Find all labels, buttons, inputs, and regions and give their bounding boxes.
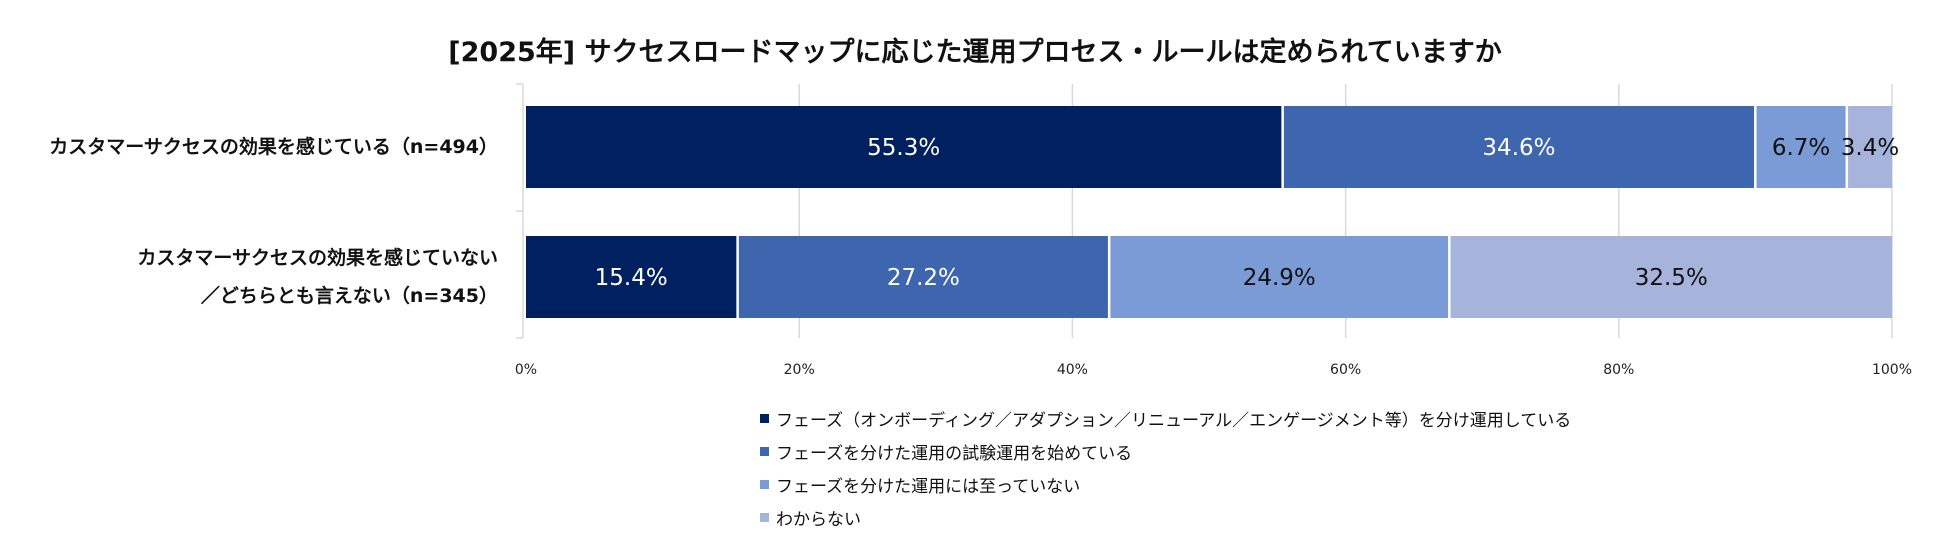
legend-item: フェーズを分けた運用には至っていない — [760, 468, 1571, 501]
data-label: 6.7% — [1772, 135, 1830, 161]
x-tick-label: 60% — [1330, 362, 1361, 378]
bar-segment — [738, 236, 1108, 318]
bar-segment — [526, 236, 737, 318]
bar-segment — [526, 106, 1282, 188]
legend-label: フェーズを分けた運用には至っていない — [776, 477, 1081, 497]
bar-segment — [1756, 106, 1846, 188]
data-labels: 55.3% 34.6% 6.7% 3.4% 15.4% 27.2% 24.9% 32.5% — [595, 135, 1900, 291]
legend-swatch — [760, 513, 769, 522]
category-label-line: カスタマーサクセスの効果を感じている（n=494） — [49, 136, 498, 158]
x-tick-label: 80% — [1603, 362, 1634, 378]
x-tick-label: 0% — [515, 362, 537, 378]
x-tick-label: 40% — [1057, 362, 1088, 378]
bar-segment — [1283, 106, 1755, 188]
bars — [526, 106, 1892, 318]
category-label: カスタマーサクセスの効果を感じていない ／どちらとも言えない（n=345） — [137, 239, 498, 315]
category-label: カスタマーサクセスの効果を感じている（n=494） — [49, 128, 498, 166]
legend-item: フェーズを分けた運用の試験運用を始めている — [760, 435, 1571, 468]
bar-segment — [1848, 106, 1892, 188]
x-tick-label: 100% — [1872, 362, 1912, 378]
legend-swatch — [760, 414, 769, 423]
legend: フェーズ（オンボーディング／アダプション／リニューアル／エンゲージメント等）を分… — [760, 402, 1571, 534]
legend-item: フェーズ（オンボーディング／アダプション／リニューアル／エンゲージメント等）を分… — [760, 402, 1571, 435]
data-label: 34.6% — [1482, 135, 1555, 161]
data-label: 55.3% — [867, 135, 940, 161]
data-label: 15.4% — [595, 265, 668, 291]
legend-item: わからない — [760, 501, 1571, 534]
chart-title: [2025年] サクセスロードマップに応じた運用プロセス・ルールは定められていま… — [448, 37, 1502, 68]
legend-swatch — [760, 447, 769, 456]
category-label-line: カスタマーサクセスの効果を感じていない — [137, 247, 498, 269]
category-label-line: ／どちらとも言えない（n=345） — [200, 285, 498, 307]
legend-swatch — [760, 480, 769, 489]
x-axis-ticks: 0% 20% 40% 60% 80% 100% — [515, 362, 1912, 378]
data-label: 3.4% — [1841, 135, 1899, 161]
data-label: 27.2% — [887, 265, 960, 291]
data-label: 32.5% — [1635, 265, 1708, 291]
data-label: 24.9% — [1243, 265, 1316, 291]
legend-label: フェーズ（オンボーディング／アダプション／リニューアル／エンゲージメント等）を分… — [776, 411, 1572, 431]
x-tick-label: 20% — [784, 362, 815, 378]
bar-segment — [1110, 236, 1449, 318]
bar-segment — [1450, 236, 1892, 318]
category-axis — [516, 83, 524, 339]
legend-label: フェーズを分けた運用の試験運用を始めている — [776, 444, 1133, 464]
legend-label: わからない — [776, 510, 861, 530]
